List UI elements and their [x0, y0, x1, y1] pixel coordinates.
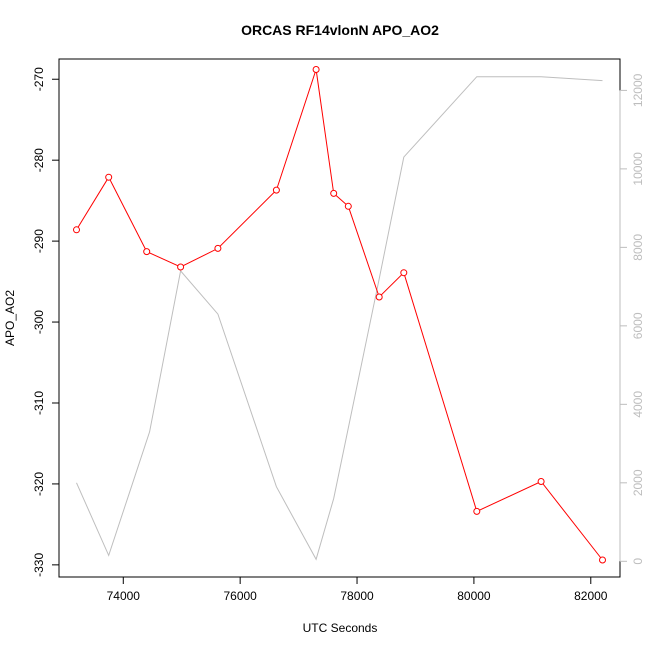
secondary-series-line [76, 76, 603, 561]
y-tick-label: -300 [32, 310, 46, 334]
data-point [375, 293, 383, 301]
y-tick-label: -330 [32, 553, 46, 577]
x-tick-label: 78000 [340, 589, 374, 603]
x-axis-label: UTC Seconds [303, 621, 378, 635]
data-point [143, 248, 151, 256]
data-point [73, 226, 80, 234]
y-tick-label: -290 [32, 229, 46, 253]
y2-tick-label: 10000 [631, 152, 645, 186]
x-tick-label: 76000 [223, 589, 257, 603]
x-axis: 74000 76000 78000 80000 82000 [107, 576, 608, 603]
y2-tick-label: 4000 [631, 391, 645, 418]
data-point [177, 263, 185, 271]
data-point [400, 269, 408, 277]
y-axis-label: APO_AO2 [3, 290, 17, 346]
data-point [214, 244, 222, 252]
x-tick-label: 82000 [574, 589, 608, 603]
primary-series-line [76, 69, 603, 561]
series-layer [73, 66, 606, 564]
data-point [599, 556, 606, 564]
y-tick-label: -310 [32, 391, 46, 415]
y-tick-label: -280 [32, 148, 46, 172]
data-point [272, 186, 280, 194]
y2-tick-label: 2000 [631, 469, 645, 496]
data-point [330, 189, 338, 197]
data-point [344, 202, 352, 210]
plot-frame [58, 58, 621, 578]
x-tick-label: 74000 [107, 589, 141, 603]
data-point [105, 173, 113, 181]
y-axis-right: 0 2000 4000 6000 8000 10000 12000 [619, 73, 645, 565]
chart-title: ORCAS RF14vlonN APO_AO2 [241, 22, 439, 38]
data-point [312, 66, 320, 73]
y2-tick-label: 6000 [631, 312, 645, 339]
y2-tick-label: 8000 [631, 234, 645, 261]
data-point [473, 507, 481, 515]
y2-tick-label: 12000 [631, 73, 645, 107]
y-tick-label: -320 [32, 472, 46, 496]
y-tick-label: -270 [32, 67, 46, 91]
y2-tick-label: 0 [631, 558, 645, 565]
x-tick-label: 80000 [457, 589, 491, 603]
data-point [537, 478, 545, 485]
y-axis-left: -330 -320 -310 -300 -290 -280 -270 [32, 67, 60, 577]
